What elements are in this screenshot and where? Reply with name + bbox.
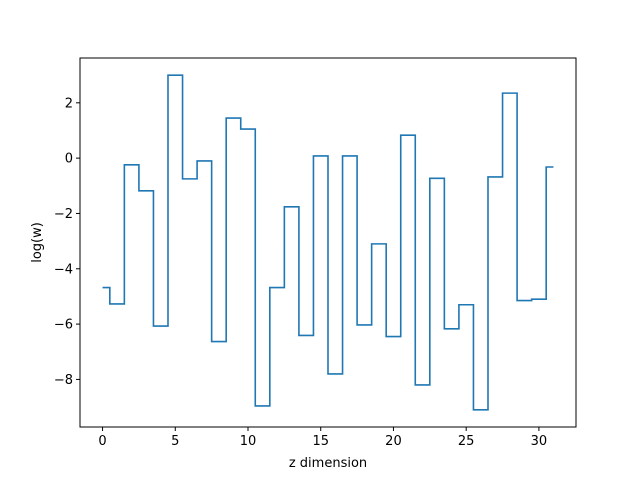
y-tick-label: −2 bbox=[54, 207, 73, 222]
y-tick-label: 0 bbox=[65, 152, 73, 167]
x-tick-label: 0 bbox=[98, 434, 106, 449]
x-axis-ticks: 0 5 10 15 20 25 30 bbox=[98, 427, 547, 449]
y-tick-label: 2 bbox=[65, 96, 73, 111]
y-tick-label: −8 bbox=[54, 373, 73, 388]
y-axis-ticks: −8 −6 −4 −2 0 2 bbox=[54, 96, 80, 388]
axes-frame bbox=[79, 57, 577, 428]
y-tick-label: −6 bbox=[54, 318, 73, 333]
x-tick-label: 25 bbox=[458, 434, 475, 449]
series-line-0 bbox=[102, 74, 554, 411]
y-tick-label: −4 bbox=[54, 262, 73, 277]
x-tick-label: 20 bbox=[385, 434, 402, 449]
x-tick-label: 5 bbox=[171, 434, 179, 449]
x-tick-label: 30 bbox=[531, 434, 548, 449]
x-tick-label: 10 bbox=[240, 434, 257, 449]
x-tick-label: 15 bbox=[312, 434, 329, 449]
y-axis-label: log(w) bbox=[30, 222, 45, 263]
x-axis-label: z dimension bbox=[289, 456, 367, 471]
plot-area bbox=[102, 74, 554, 411]
